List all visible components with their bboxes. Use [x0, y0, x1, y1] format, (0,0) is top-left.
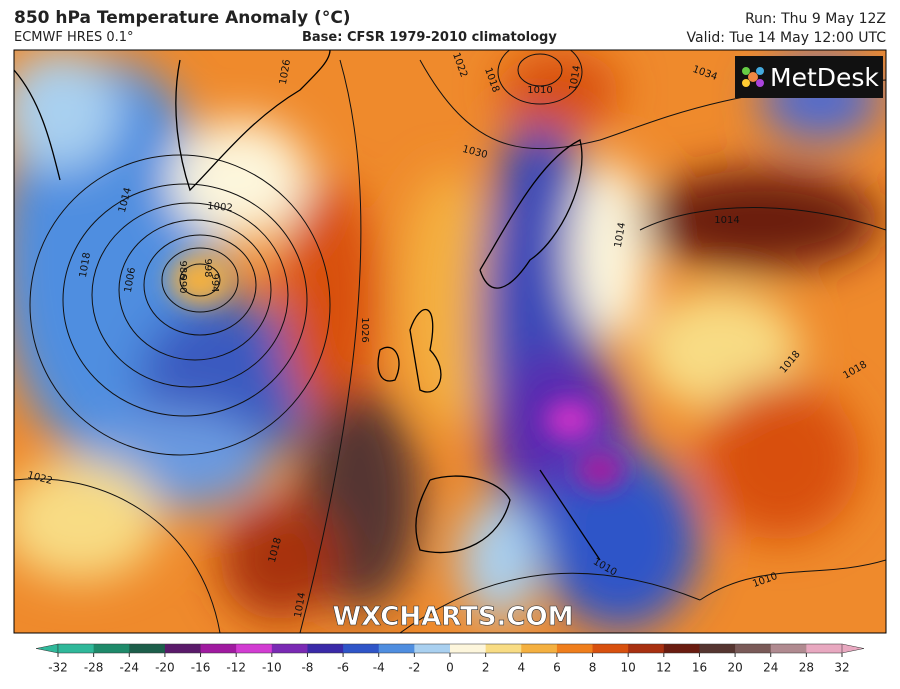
valid-label: Valid: Tue 14 May 12:00 UTC: [686, 30, 886, 46]
colorbar-segment: [450, 644, 487, 653]
colorbar-segment: [592, 644, 629, 653]
colorbar-segment: [735, 644, 772, 653]
colorbar-tick-label: 12: [656, 661, 671, 675]
isobar-label: 1002: [207, 201, 233, 214]
colorbar-segment: [343, 644, 380, 653]
colorbar-tick-label: -24: [119, 661, 139, 675]
map-frame: [13, 49, 887, 634]
isobar-label: 998: [202, 258, 213, 277]
colorbar-tick-label: 6: [553, 661, 561, 675]
colorbar-segment: [200, 644, 237, 653]
logo-icon: [742, 67, 764, 87]
colorbar: -32 -28 -24 -20 -16 -12 -10 -8 -6 -4 -2 0 2 4 6 8 10 12 16…: [35, 643, 865, 675]
colorbar-tick-label: -16: [191, 661, 211, 675]
colorbar-segment: [236, 644, 273, 653]
colorbar-tick-label: -8: [301, 661, 313, 675]
colorbar-segment: [378, 644, 415, 653]
colorbar-tick-label: 16: [692, 661, 707, 675]
colorbar-tick-label: 28: [799, 661, 814, 675]
isobar-label: 1014: [613, 222, 628, 249]
colorbar-tick-label: -6: [337, 661, 349, 675]
colorbar-arrow: [841, 643, 865, 654]
logo-text: MetDesk: [770, 63, 879, 92]
colorbar-tick-label: -32: [48, 661, 68, 675]
isobar-label: 1014: [568, 65, 583, 92]
isobars: [14, 50, 886, 633]
colorbar-segment: [414, 644, 451, 653]
isobar-label: 986: [177, 260, 188, 279]
colorbar-segment: [628, 644, 665, 653]
base-label: Base: CFSR 1979-2010 climatology: [302, 30, 557, 45]
isobar-label: 1014: [293, 592, 308, 619]
colorbar-tick-label: -4: [373, 661, 385, 675]
isobar-label: 1026: [359, 317, 370, 342]
isobar-label: 1010: [527, 85, 552, 96]
colorbar-segment: [770, 644, 807, 653]
colorbar-tick-label: -28: [84, 661, 104, 675]
colorbar-segment: [307, 644, 344, 653]
logo-box: [735, 56, 883, 98]
isobar-label: 1014: [714, 215, 739, 226]
colorbar-tick-label: -12: [226, 661, 246, 675]
isobar-label: 1026: [278, 59, 293, 86]
colorbar-segment: [164, 644, 202, 653]
colorbar-segment: [699, 644, 736, 653]
watermark: WXCHARTS.COM: [332, 602, 573, 632]
colorbar-tick-label: 0: [446, 661, 454, 675]
colorbar-tick-label: 2: [482, 661, 490, 675]
colorbar-tick-label: 8: [589, 661, 597, 675]
colorbar-tick-label: -10: [262, 661, 282, 675]
colorbar-arrow: [35, 643, 59, 654]
isobar-label: 990: [177, 274, 188, 293]
colorbar-tick-label: -20: [155, 661, 175, 675]
colorbar-tick-label: 4: [517, 661, 525, 675]
colorbar-tick-label: 24: [763, 661, 778, 675]
colorbar-segment: [271, 644, 308, 653]
colorbar-segment: [806, 644, 843, 653]
run-label: Run: Thu 9 May 12Z: [745, 11, 886, 27]
isobar-label: 994: [209, 273, 220, 292]
colorbar-segment: [663, 644, 700, 653]
colorbar-segment: [521, 644, 558, 653]
colorbar-tick-label: 32: [834, 661, 849, 675]
coastlines: [14, 50, 601, 561]
model-label: ECMWF HRES 0.1°: [14, 30, 134, 45]
colorbar-segment: [93, 644, 130, 653]
colorbar-segment: [129, 644, 166, 653]
chart-title: 850 hPa Temperature Anomaly (°C): [14, 8, 351, 28]
isobar-label: 1006: [123, 267, 138, 294]
colorbar-tick-label: 20: [727, 661, 742, 675]
colorbar-tick-label: 10: [621, 661, 636, 675]
colorbar-segment: [58, 644, 95, 653]
anomaly-field: [14, 50, 886, 633]
colorbar-tick-label: -2: [408, 661, 420, 675]
colorbar-segment: [485, 644, 522, 653]
colorbar-segment: [556, 644, 594, 653]
isobar-label: 1018: [78, 252, 93, 279]
